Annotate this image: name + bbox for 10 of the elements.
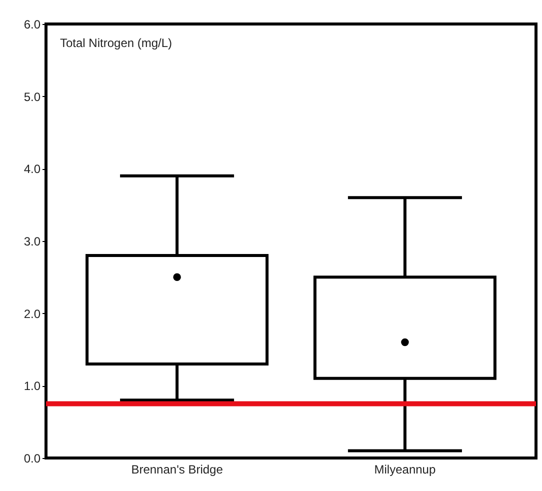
- y-tick-label: 4.0: [24, 162, 41, 176]
- x-tick-label: Milyeannup: [374, 462, 436, 476]
- text: Total Nitrogen (mg/L): [60, 36, 172, 50]
- y-tick-label: 2.0: [24, 306, 41, 321]
- y-tick-label: 1.0: [24, 379, 41, 394]
- x-tick-label: Brennan's Bridge: [131, 462, 224, 476]
- y-tick-label: 3.0: [24, 234, 41, 248]
- y-tick-label: 0.0: [24, 452, 41, 466]
- y-tick-label: 5.0: [24, 90, 41, 104]
- y-tick-label: 6.0: [24, 18, 41, 32]
